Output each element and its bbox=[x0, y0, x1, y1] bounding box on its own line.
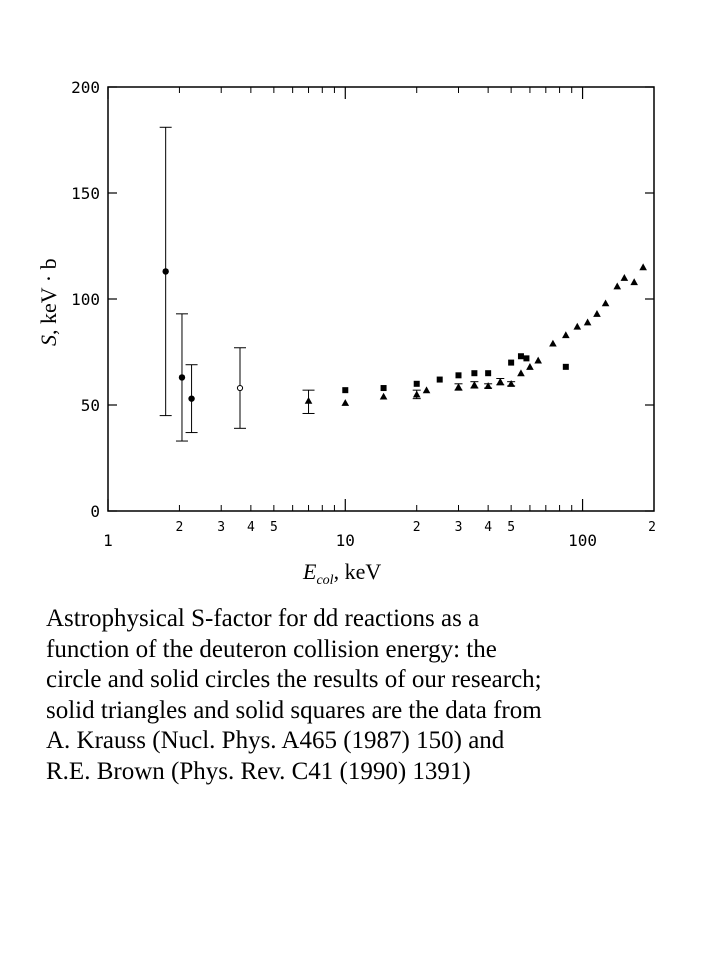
solid-square-point bbox=[523, 355, 530, 362]
y-tick-label: 0 bbox=[90, 502, 100, 521]
solid-triangle-point bbox=[613, 282, 622, 290]
caption-line: A. Krauss (Nucl. Phys. A465 (1987) 150) … bbox=[46, 727, 505, 754]
y-tick-label: 50 bbox=[81, 396, 100, 415]
x-minor-tick-label: 2 bbox=[176, 520, 184, 535]
solid-triangle-point bbox=[630, 278, 638, 286]
y-tick-label: 100 bbox=[71, 290, 100, 309]
open-circle-point bbox=[236, 384, 244, 392]
solid-square-point bbox=[413, 380, 420, 387]
x-minor-tick-label: 2 bbox=[648, 520, 656, 535]
solid-square-point bbox=[562, 363, 569, 370]
solid-triangle-point bbox=[484, 382, 492, 389]
x-tick-label: 10 bbox=[336, 531, 355, 550]
solid-square-point bbox=[380, 385, 387, 392]
x-minor-tick-label: 4 bbox=[247, 520, 255, 535]
solid-square-point bbox=[471, 370, 478, 377]
x-minor-tick-label: 5 bbox=[270, 520, 278, 535]
x-axis-title-unit: , keV bbox=[334, 559, 382, 584]
solid-triangle-point bbox=[507, 380, 515, 387]
caption-line: R.E. Brown (Phys. Rev. C41 (1990) 1391) bbox=[46, 757, 471, 785]
solid-triangle-point bbox=[534, 356, 542, 364]
x-axis-title-subscript: col bbox=[316, 573, 333, 588]
x-minor-tick-label: 3 bbox=[455, 520, 463, 535]
solid-triangle-point bbox=[526, 363, 534, 370]
solid-triangle-point bbox=[517, 369, 525, 377]
figure-caption: Astrophysical S-factor for dd reactions … bbox=[46, 604, 696, 787]
y-axis-title: S, keV · b bbox=[36, 258, 61, 346]
solid-triangle-point bbox=[304, 396, 313, 404]
x-axis-title-symbol: E bbox=[302, 559, 317, 584]
x-minor-tick-label: 2 bbox=[413, 520, 421, 535]
solid-triangle-point bbox=[639, 263, 647, 271]
solid-square-point bbox=[436, 376, 443, 383]
solid-circle-point bbox=[162, 268, 169, 275]
y-axis-title-symbol: S bbox=[36, 335, 61, 346]
x-minor-tick-label: 4 bbox=[484, 520, 492, 535]
solid-triangle-point bbox=[470, 381, 479, 388]
solid-triangle-point bbox=[583, 318, 592, 326]
caption-line: solid triangles and solid squares are th… bbox=[46, 696, 542, 724]
solid-triangle-point bbox=[620, 274, 629, 281]
solid-triangle-point bbox=[496, 377, 505, 385]
solid-square-point bbox=[517, 353, 524, 360]
solid-triangle-point bbox=[422, 386, 431, 394]
solid-square-point bbox=[485, 370, 492, 377]
solid-square-point bbox=[455, 372, 462, 379]
data-markers bbox=[162, 263, 647, 406]
solid-triangle-point bbox=[593, 310, 601, 317]
solid-triangle-point bbox=[454, 383, 463, 391]
solid-triangle-point bbox=[341, 399, 350, 406]
solid-circle-point bbox=[178, 374, 186, 381]
plot-frame bbox=[107, 86, 655, 512]
x-tick-label: 100 bbox=[568, 531, 597, 550]
solid-circle-point bbox=[188, 395, 195, 402]
solid-triangle-point bbox=[601, 299, 610, 307]
solid-square-point bbox=[508, 359, 515, 366]
x-minor-tick-label: 5 bbox=[507, 520, 515, 535]
caption-line: function of the deuteron collision energ… bbox=[46, 635, 497, 663]
caption-line: circle and solid circles the results of … bbox=[46, 666, 542, 693]
y-tick-label: 200 bbox=[71, 78, 100, 97]
x-minor-tick-label: 3 bbox=[217, 520, 225, 535]
solid-triangle-point bbox=[562, 331, 570, 339]
y-axis-title-unit: , keV · b bbox=[36, 258, 61, 335]
axis-ticks bbox=[107, 86, 655, 512]
caption-line: Astrophysical S-factor for dd reactions … bbox=[46, 605, 480, 632]
solid-triangle-point bbox=[549, 339, 557, 347]
solid-triangle-point bbox=[573, 322, 582, 330]
x-tick-label: 1 bbox=[103, 531, 113, 550]
x-axis-title: Ecol, keV bbox=[302, 559, 381, 588]
solid-square-point bbox=[342, 387, 349, 394]
y-tick-label: 150 bbox=[71, 184, 100, 203]
solid-triangle-point bbox=[412, 390, 421, 398]
solid-triangle-point bbox=[379, 392, 388, 400]
error-bars bbox=[159, 126, 516, 442]
